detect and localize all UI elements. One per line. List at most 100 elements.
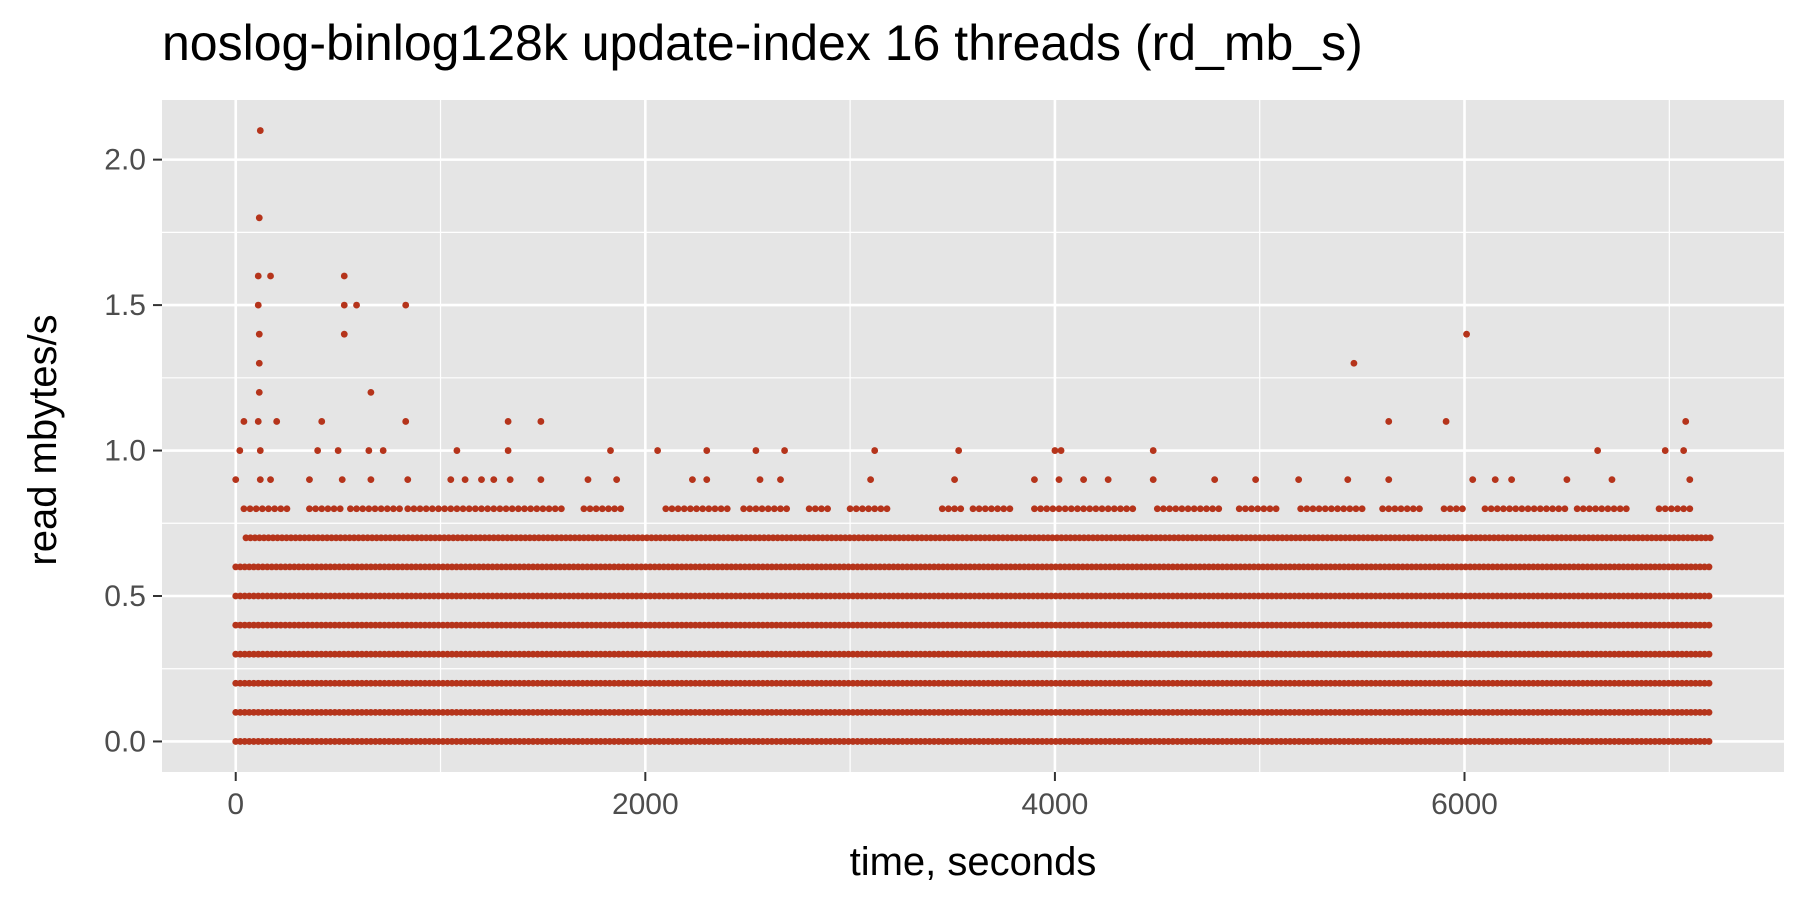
data-point	[429, 505, 436, 512]
y-tick-label: 2.0	[104, 144, 146, 177]
data-point	[955, 447, 962, 454]
data-point	[1191, 505, 1198, 512]
data-point	[871, 505, 878, 512]
data-point	[847, 505, 854, 512]
data-point	[1273, 505, 1280, 512]
data-point	[1410, 505, 1417, 512]
data-point	[1117, 505, 1124, 512]
data-point	[1682, 418, 1689, 425]
data-point	[753, 505, 760, 512]
x-axis-title: time, seconds	[850, 840, 1097, 884]
data-point	[951, 505, 958, 512]
band-0.5	[232, 593, 1712, 600]
data-point	[884, 505, 891, 512]
data-point	[1482, 505, 1489, 512]
data-point	[1385, 476, 1392, 483]
data-point	[256, 331, 263, 338]
data-point	[324, 505, 331, 512]
data-point	[681, 505, 688, 512]
data-point	[341, 273, 348, 280]
data-point	[259, 505, 266, 512]
data-point	[331, 505, 338, 512]
x-tick-label: 6000	[1431, 788, 1498, 821]
data-point	[1129, 505, 1136, 512]
data-point	[1254, 505, 1261, 512]
data-point	[1166, 505, 1173, 512]
data-point	[712, 505, 719, 512]
data-point	[593, 505, 600, 512]
data-point	[384, 505, 391, 512]
data-point	[771, 505, 778, 512]
data-point	[877, 505, 884, 512]
data-point	[759, 505, 766, 512]
data-point	[1492, 476, 1499, 483]
data-point	[1598, 505, 1605, 512]
data-point	[257, 447, 264, 454]
data-point	[1586, 505, 1593, 512]
data-point	[318, 418, 325, 425]
data-point	[1706, 738, 1713, 745]
data-point	[365, 447, 372, 454]
data-point	[1706, 564, 1713, 571]
data-point	[1111, 505, 1118, 512]
data-point	[341, 302, 348, 309]
data-point	[490, 476, 497, 483]
data-point	[341, 331, 348, 338]
data-point	[1564, 476, 1571, 483]
data-point	[1123, 505, 1130, 512]
data-point	[1398, 505, 1405, 512]
data-point	[552, 505, 559, 512]
y-tick-label: 0.5	[104, 580, 146, 613]
data-point	[447, 476, 454, 483]
data-point	[241, 418, 248, 425]
y-axis-title: read mbytes/s	[21, 314, 65, 565]
data-point	[1686, 476, 1693, 483]
data-point	[818, 505, 825, 512]
data-point	[689, 476, 696, 483]
data-point	[1706, 622, 1713, 629]
data-point	[703, 476, 710, 483]
data-point	[1351, 360, 1358, 367]
data-point	[765, 505, 772, 512]
data-point	[339, 476, 346, 483]
data-point	[1322, 505, 1329, 512]
y-tick-label: 1.5	[104, 289, 146, 322]
data-point	[1056, 505, 1063, 512]
data-point	[585, 476, 592, 483]
data-point	[871, 447, 878, 454]
data-point	[1260, 505, 1267, 512]
data-point	[1668, 505, 1675, 512]
data-point	[267, 273, 274, 280]
data-point	[509, 505, 516, 512]
data-point	[1037, 505, 1044, 512]
data-point	[478, 476, 485, 483]
band-0.4	[232, 622, 1712, 629]
data-point	[1160, 505, 1167, 512]
data-point	[976, 505, 983, 512]
data-point	[306, 476, 313, 483]
data-point	[1543, 505, 1550, 512]
data-point	[466, 505, 473, 512]
data-point	[970, 505, 977, 512]
data-point	[859, 505, 866, 512]
data-point	[1215, 505, 1222, 512]
data-point	[699, 505, 706, 512]
data-point	[1662, 505, 1669, 512]
data-point	[462, 476, 469, 483]
data-point	[1062, 505, 1069, 512]
data-point	[1105, 505, 1112, 512]
data-point	[1447, 505, 1454, 512]
data-point	[1555, 505, 1562, 512]
x-tick-label: 4000	[1022, 788, 1089, 821]
data-point	[1506, 505, 1513, 512]
data-point	[806, 505, 813, 512]
data-point	[505, 418, 512, 425]
data-point	[284, 505, 291, 512]
data-point	[533, 505, 540, 512]
data-point	[988, 505, 995, 512]
data-point	[402, 418, 409, 425]
data-point	[812, 505, 819, 512]
data-point	[255, 273, 262, 280]
data-point	[687, 505, 694, 512]
data-point	[335, 447, 342, 454]
